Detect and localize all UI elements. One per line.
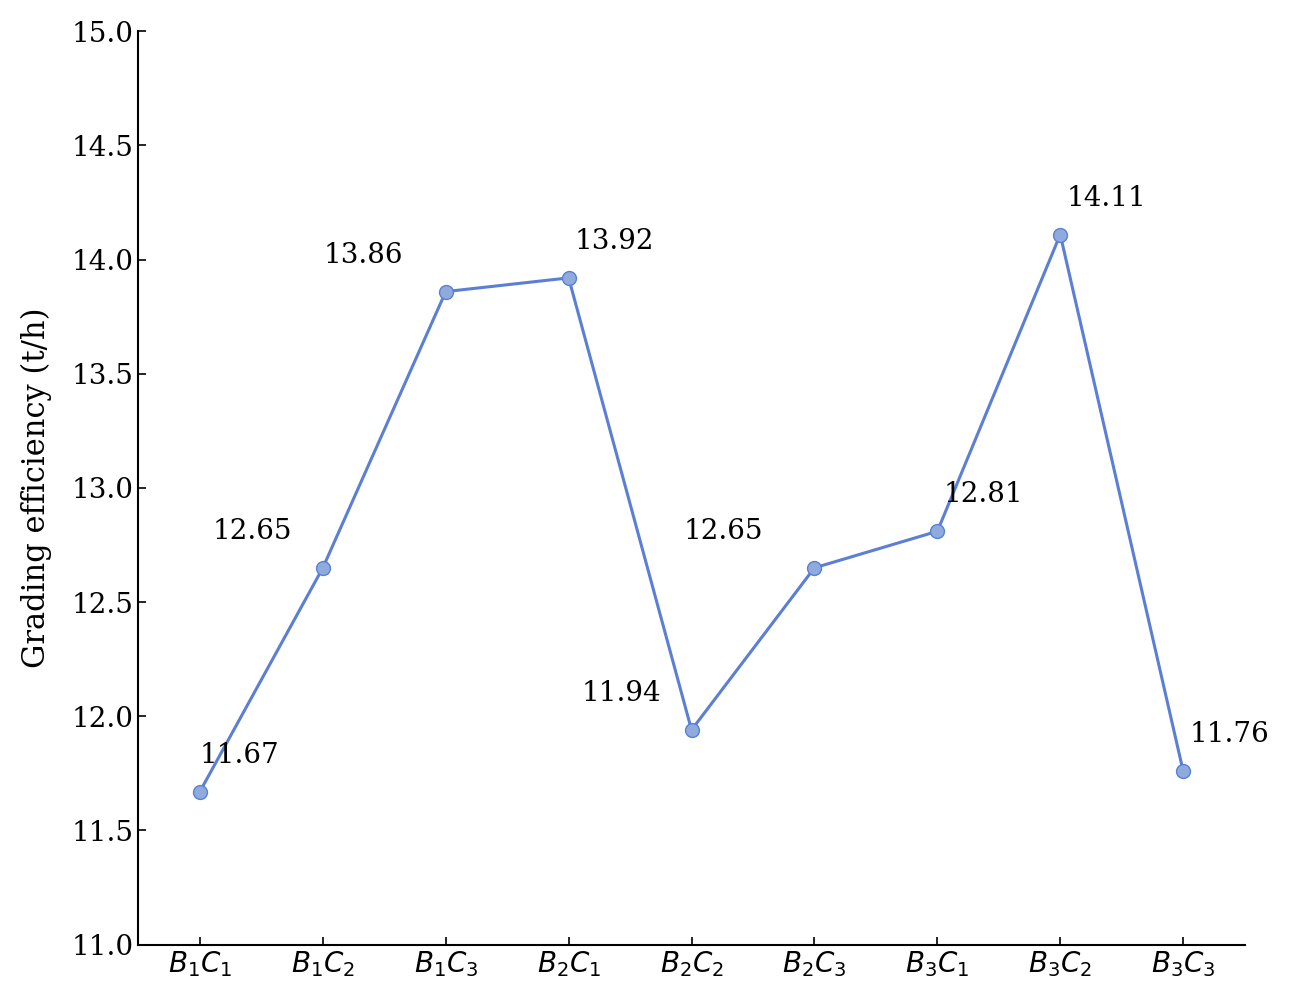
- Text: 13.86: 13.86: [324, 242, 403, 269]
- Text: 12.81: 12.81: [944, 481, 1023, 508]
- Text: 11.76: 11.76: [1189, 721, 1269, 748]
- Text: 12.65: 12.65: [684, 518, 763, 545]
- Text: 12.65: 12.65: [212, 518, 293, 545]
- Y-axis label: Grading efficiency (t/h): Grading efficiency (t/h): [21, 308, 52, 668]
- Text: 13.92: 13.92: [575, 228, 654, 255]
- Text: 14.11: 14.11: [1066, 185, 1146, 212]
- Text: 11.94: 11.94: [581, 680, 660, 707]
- Text: 11.67: 11.67: [199, 742, 280, 769]
